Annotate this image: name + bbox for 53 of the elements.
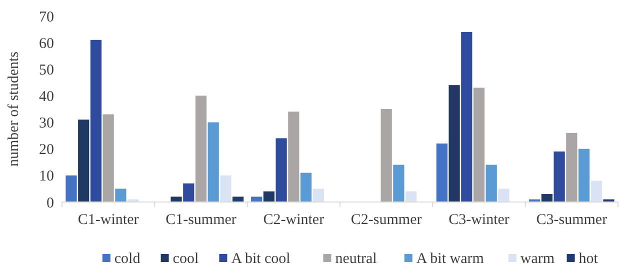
bar (115, 188, 126, 202)
bar (498, 188, 510, 202)
bar (312, 188, 324, 202)
bar (566, 132, 578, 202)
bar (288, 112, 300, 202)
bar (300, 172, 312, 202)
x-tick-label: C2-winter (263, 212, 324, 228)
bar (590, 180, 602, 202)
bar (276, 138, 287, 202)
legend-label: cold (114, 251, 141, 267)
x-tick-label: C3-summer (536, 212, 608, 228)
bar (263, 191, 275, 202)
y-tick-label: 30 (39, 116, 54, 132)
bar (486, 164, 497, 202)
legend-label: cool (172, 251, 199, 267)
bar (78, 120, 90, 202)
bar (90, 40, 102, 202)
bar (436, 144, 448, 202)
legend-label: A bit warm (416, 251, 484, 267)
x-tick-label: C2-summer (350, 212, 422, 228)
bar (461, 32, 472, 202)
y-tick-label: 60 (39, 36, 54, 52)
bar (380, 109, 392, 202)
legend-label: hot (578, 251, 599, 267)
bar (195, 96, 207, 202)
y-axis-title: number of students (6, 51, 22, 166)
y-tick-label: 0 (46, 195, 54, 212)
x-tick-label: C1-summer (166, 212, 236, 228)
bar (170, 196, 182, 202)
y-tick-label: 20 (39, 142, 54, 158)
bar (473, 88, 485, 202)
bar (208, 122, 219, 202)
bar (405, 191, 417, 202)
bar (66, 175, 77, 202)
x-tick-label: C1-winter (78, 212, 139, 228)
y-tick-label: 70 (39, 9, 54, 26)
bar (393, 164, 404, 202)
bar (578, 148, 590, 202)
bar (448, 85, 460, 202)
bar (232, 196, 244, 202)
bar (183, 183, 194, 202)
bar (541, 194, 553, 202)
bar (554, 152, 565, 202)
y-tick-label: 40 (39, 88, 54, 105)
legend-label: A bit cool (231, 251, 290, 267)
y-tick-label: 10 (39, 168, 54, 185)
x-tick-label: C3-winter (448, 212, 510, 228)
bar (220, 175, 232, 202)
legend-label: warm (520, 251, 555, 267)
bar (251, 196, 262, 202)
y-tick-label: 50 (39, 62, 54, 78)
bar (102, 114, 114, 202)
legend-label: neutral (335, 251, 377, 267)
